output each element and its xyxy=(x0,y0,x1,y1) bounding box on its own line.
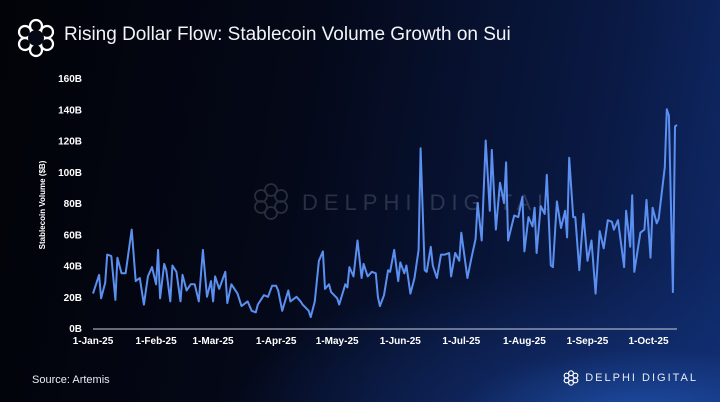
x-tick-label: 1-Oct-25 xyxy=(629,336,669,347)
y-tick-label: 60B xyxy=(64,230,82,241)
y-tick-label: 140B xyxy=(58,105,82,116)
brand-text: DELPHI DIGITAL xyxy=(585,372,698,384)
y-tick-label: 120B xyxy=(58,137,82,148)
x-tick-label: 1-Apr-25 xyxy=(256,336,297,347)
x-tick-label: 1-May-25 xyxy=(316,336,359,347)
y-axis-label: Stablecoin Volume ($B) xyxy=(38,160,47,249)
x-tick-label: 1-Aug-25 xyxy=(503,336,546,347)
watermark: DELPHI DIGITAL xyxy=(254,183,556,220)
delphi-flower-icon xyxy=(563,370,579,386)
delphi-flower-icon xyxy=(17,18,55,58)
x-tick-label: 1-Feb-25 xyxy=(136,336,178,347)
x-tick-label: 1-Jan-25 xyxy=(73,336,114,347)
x-tick-label: 1-Jun-25 xyxy=(380,336,422,347)
y-tick-label: 80B xyxy=(64,199,82,210)
source-note: Source: Artemis xyxy=(32,374,110,386)
y-tick-label: 160B xyxy=(58,74,82,85)
x-tick-label: 1-Jul-25 xyxy=(442,336,480,347)
chart-title: Rising Dollar Flow: Stablecoin Volume Gr… xyxy=(64,24,511,45)
brand-logo: DELPHI DIGITAL xyxy=(563,370,698,386)
y-tick-label: 0B xyxy=(69,324,82,335)
x-tick-label: 1-Mar-25 xyxy=(192,336,234,347)
watermark-text: DELPHI DIGITAL xyxy=(302,190,556,215)
y-tick-label: 20B xyxy=(64,293,82,304)
y-tick-label: 40B xyxy=(64,262,82,273)
y-tick-label: 100B xyxy=(58,168,82,179)
series-line xyxy=(92,108,678,319)
x-tick-label: 1-Sep-25 xyxy=(567,336,609,347)
